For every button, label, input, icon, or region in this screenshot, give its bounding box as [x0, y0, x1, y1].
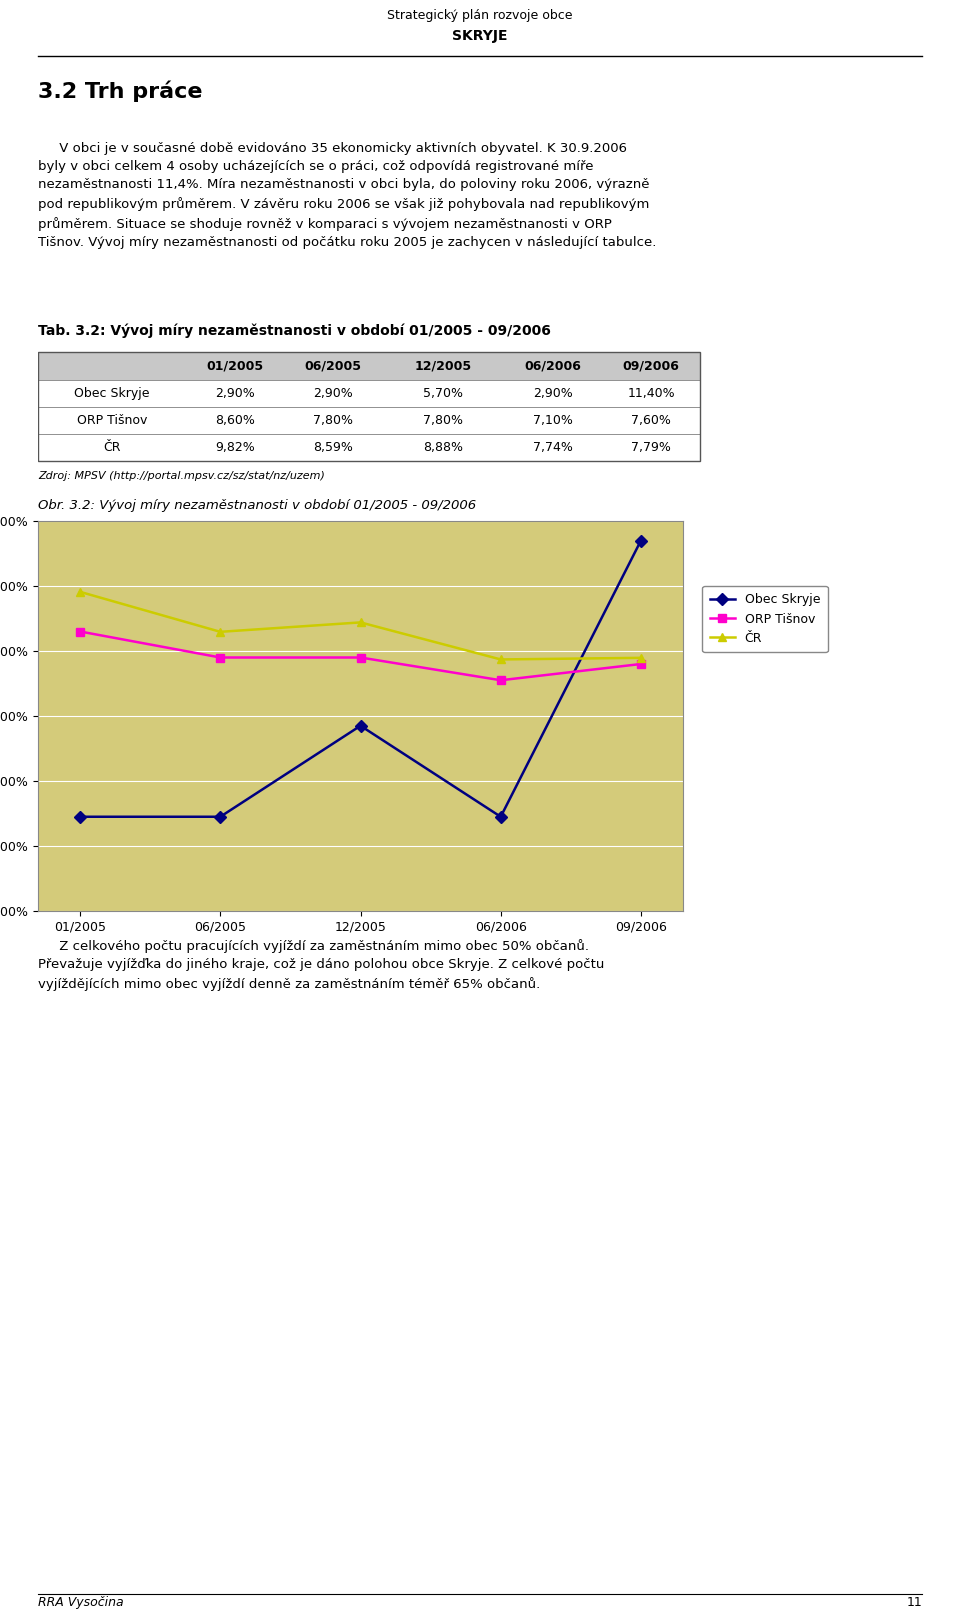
- Text: 11: 11: [906, 1596, 922, 1609]
- Text: Zdroj: MPSV (http://portal.mpsv.cz/sz/stat/nz/uzem): Zdroj: MPSV (http://portal.mpsv.cz/sz/st…: [38, 471, 324, 480]
- ČR: [495, 650, 507, 669]
- Text: 7,74%: 7,74%: [533, 441, 573, 454]
- Obec Skryje: [74, 807, 85, 826]
- Text: 2,90%: 2,90%: [533, 386, 573, 399]
- Text: 8,88%: 8,88%: [423, 441, 463, 454]
- Bar: [38, 433, 700, 461]
- Text: 5,70%: 5,70%: [423, 386, 463, 399]
- ČR: [636, 648, 647, 668]
- Text: Obr. 3.2: Vývoj míry nezaměstnanosti v období 01/2005 - 09/2006: Obr. 3.2: Vývoj míry nezaměstnanosti v o…: [38, 500, 476, 513]
- Obec Skryje: [355, 716, 367, 736]
- Text: SKRYJE: SKRYJE: [452, 29, 508, 44]
- Text: 8,60%: 8,60%: [215, 414, 255, 427]
- ORP Tišnov: [74, 623, 85, 642]
- Text: 8,59%: 8,59%: [313, 441, 353, 454]
- Text: Strategický plán rozvoje obce: Strategický plán rozvoje obce: [387, 10, 573, 23]
- Text: Z celkového počtu pracujících vyjíždí za zaměstnáním mimo obec 50% občanů.
Převa: Z celkového počtu pracujících vyjíždí za…: [38, 939, 605, 991]
- ORP Tišnov: [355, 648, 367, 668]
- ČR: [355, 613, 367, 632]
- Text: 9,82%: 9,82%: [215, 441, 254, 454]
- Text: 01/2005: 01/2005: [206, 359, 264, 372]
- Line: ČR: ČR: [76, 587, 645, 663]
- Text: RRA Vysočina: RRA Vysočina: [38, 1596, 124, 1609]
- Obec Skryje: [636, 530, 647, 550]
- Legend: Obec Skryje, ORP Tišnov, ČR: Obec Skryje, ORP Tišnov, ČR: [702, 585, 828, 652]
- Text: 06/2005: 06/2005: [304, 359, 362, 372]
- ORP Tišnov: [495, 671, 507, 690]
- Text: Obec Skryje: Obec Skryje: [74, 386, 150, 399]
- Text: 2,90%: 2,90%: [215, 386, 254, 399]
- ČR: [74, 582, 85, 602]
- ČR: [214, 623, 226, 642]
- Text: 7,80%: 7,80%: [313, 414, 353, 427]
- Text: 3.2 Trh práce: 3.2 Trh práce: [38, 79, 203, 102]
- Bar: [38, 380, 700, 407]
- Text: 7,60%: 7,60%: [631, 414, 671, 427]
- Text: ORP Tišnov: ORP Tišnov: [77, 414, 147, 427]
- Bar: [38, 353, 700, 461]
- Text: 11,40%: 11,40%: [627, 386, 675, 399]
- Text: ČR: ČR: [104, 441, 121, 454]
- Text: 06/2006: 06/2006: [524, 359, 582, 372]
- Line: Obec Skryje: Obec Skryje: [76, 537, 645, 821]
- Text: 7,80%: 7,80%: [423, 414, 463, 427]
- ORP Tišnov: [636, 655, 647, 674]
- Bar: [38, 407, 700, 433]
- Line: ORP Tišnov: ORP Tišnov: [76, 627, 645, 684]
- ORP Tišnov: [214, 648, 226, 668]
- Bar: [38, 353, 700, 380]
- Obec Skryje: [495, 807, 507, 826]
- Text: 2,90%: 2,90%: [313, 386, 353, 399]
- Text: 12/2005: 12/2005: [415, 359, 471, 372]
- Text: 7,79%: 7,79%: [631, 441, 671, 454]
- Text: 7,10%: 7,10%: [533, 414, 573, 427]
- Obec Skryje: [214, 807, 226, 826]
- Text: 09/2006: 09/2006: [623, 359, 680, 372]
- Text: V obci je v současné době evidováno 35 ekonomicky aktivních obyvatel. K 30.9.200: V obci je v současné době evidováno 35 e…: [38, 142, 657, 249]
- Text: Tab. 3.2: Vývoj míry nezaměstnanosti v období 01/2005 - 09/2006: Tab. 3.2: Vývoj míry nezaměstnanosti v o…: [38, 323, 551, 338]
